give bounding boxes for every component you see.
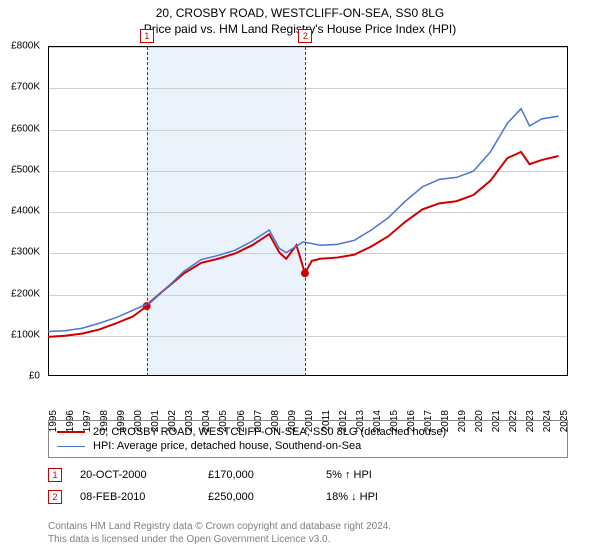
legend-label: HPI: Average price, detached house, Sout… — [93, 440, 361, 452]
y-tick-label: £100K — [11, 329, 40, 340]
transaction-date: 08-FEB-2010 — [80, 491, 190, 503]
y-tick-label: £800K — [11, 41, 40, 52]
transaction-hpi: 18% ↓ HPI — [326, 491, 436, 503]
y-axis: £0£100K£200K£300K£400K£500K£600K£700K£80… — [0, 46, 44, 376]
y-tick-label: £0 — [29, 371, 40, 382]
y-tick-label: £500K — [11, 164, 40, 175]
series-line-hpi — [48, 109, 559, 332]
footnote: Contains HM Land Registry data © Crown c… — [48, 520, 568, 546]
x-axis: 1995199619971998199920002001200220032004… — [48, 380, 568, 420]
legend-item: 20, CROSBY ROAD, WESTCLIFF-ON-SEA, SS0 8… — [57, 425, 559, 439]
transaction-row-marker: 1 — [48, 468, 62, 482]
y-tick-label: £400K — [11, 206, 40, 217]
chart-plot-area: 12 — [48, 46, 568, 376]
footnote-line-1: Contains HM Land Registry data © Crown c… — [48, 520, 568, 533]
transaction-marker: 2 — [298, 29, 312, 43]
y-tick-label: £700K — [11, 82, 40, 93]
transaction-row-marker: 2 — [48, 490, 62, 504]
transaction-hpi: 5% ↑ HPI — [326, 469, 436, 481]
legend-swatch — [57, 446, 85, 447]
y-tick-label: £600K — [11, 123, 40, 134]
legend: 20, CROSBY ROAD, WESTCLIFF-ON-SEA, SS0 8… — [48, 420, 568, 458]
chart-title: 20, CROSBY ROAD, WESTCLIFF-ON-SEA, SS0 8… — [0, 0, 600, 20]
legend-label: 20, CROSBY ROAD, WESTCLIFF-ON-SEA, SS0 8… — [93, 426, 446, 438]
legend-item: HPI: Average price, detached house, Sout… — [57, 439, 559, 453]
chart-lines-svg — [48, 47, 567, 376]
transaction-price: £250,000 — [208, 491, 308, 503]
series-line-price_paid — [48, 152, 559, 337]
transaction-row: 1 20-OCT-2000 £170,000 5% ↑ HPI — [48, 464, 568, 486]
transactions-table: 1 20-OCT-2000 £170,000 5% ↑ HPI 2 08-FEB-2010… — [48, 464, 568, 508]
transaction-row: 2 08-FEB-2010 £250,000 18% ↓ HPI — [48, 486, 568, 508]
transaction-date: 20-OCT-2000 — [80, 469, 190, 481]
footnote-line-2: This data is licensed under the Open Gov… — [48, 533, 568, 546]
transaction-vline — [147, 47, 148, 376]
legend-swatch — [57, 431, 85, 433]
transaction-price: £170,000 — [208, 469, 308, 481]
y-tick-label: £300K — [11, 247, 40, 258]
y-tick-label: £200K — [11, 288, 40, 299]
transaction-vline — [305, 47, 306, 376]
transaction-marker: 1 — [140, 29, 154, 43]
